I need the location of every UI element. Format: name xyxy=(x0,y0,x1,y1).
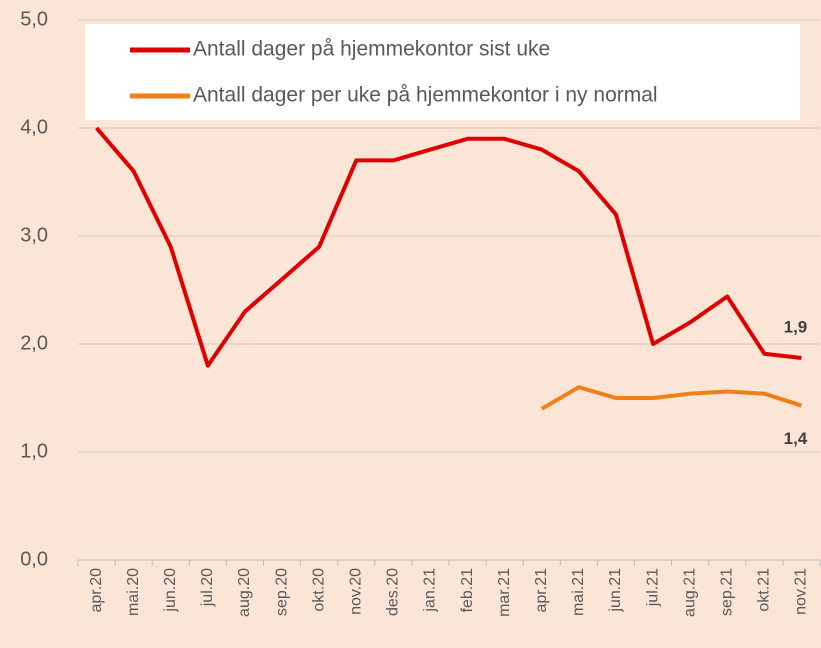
x-tick-label: mai.21 xyxy=(570,568,587,616)
data-label: 1,4 xyxy=(784,429,808,448)
x-tick-label: okt.21 xyxy=(756,568,773,612)
x-tick-label: sep.21 xyxy=(718,568,735,616)
x-tick-label: apr.20 xyxy=(88,568,105,613)
x-tick-label: jun.21 xyxy=(607,568,624,613)
x-tick-label: jun.20 xyxy=(162,568,179,613)
x-tick-label: jul.20 xyxy=(199,568,216,607)
y-tick-label: 0,0 xyxy=(20,548,48,570)
series-line xyxy=(95,126,802,368)
x-tick-label: jan.21 xyxy=(422,568,439,613)
x-tick-label: nov.20 xyxy=(347,568,364,615)
x-tick-label: apr.21 xyxy=(533,568,550,613)
x-tick-label: des.20 xyxy=(385,568,402,616)
y-tick-label: 5,0 xyxy=(20,8,48,30)
legend-label: Antall dager på hjemmekontor sist uke xyxy=(193,38,550,61)
y-tick-label: 2,0 xyxy=(20,332,48,354)
x-tick-label: okt.20 xyxy=(310,568,327,612)
x-tick-label: aug.20 xyxy=(236,568,253,617)
x-tick-label: mai.20 xyxy=(125,568,142,616)
data-label: 1,9 xyxy=(784,318,808,337)
x-tick-label: feb.21 xyxy=(459,568,476,613)
x-tick-label: mar.21 xyxy=(496,568,513,617)
legend-label: Antall dager per uke på hjemmekontor i n… xyxy=(193,84,658,107)
y-tick-label: 4,0 xyxy=(20,116,48,138)
series-line xyxy=(540,385,803,411)
y-tick-label: 1,0 xyxy=(20,440,48,462)
x-tick-label: jul.21 xyxy=(644,568,661,607)
x-tick-label: aug.21 xyxy=(681,568,698,617)
x-tick-label: nov.21 xyxy=(793,568,810,615)
x-tick-label: sep.20 xyxy=(273,568,290,616)
legend-box xyxy=(85,24,800,120)
y-tick-label: 3,0 xyxy=(20,224,48,246)
